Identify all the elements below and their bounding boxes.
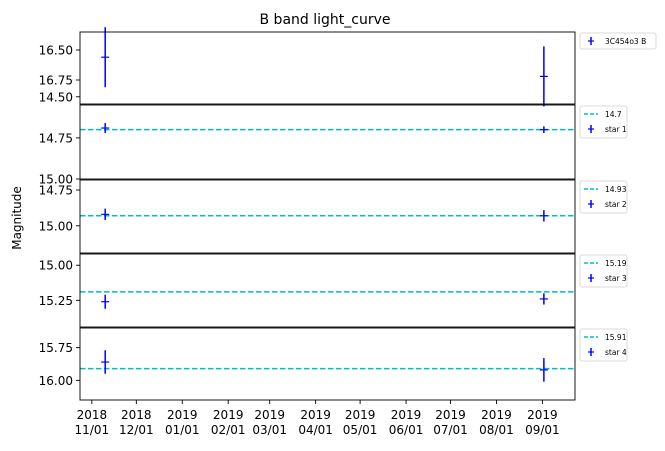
y-axis-label: Magnitude [10,186,24,250]
y-tick-label: 14.75 [39,131,73,145]
x-tick-label: 2019 09/01 [525,408,560,437]
panel-frame [79,31,576,105]
legend: 15.91 star 4 [579,328,628,362]
data-point [539,210,548,222]
x-tick-label: 2019 02/01 [211,408,246,437]
y-tick-label: 16.00 [39,374,73,388]
y-tick-label: 14.50 [39,90,73,104]
panel-1: 16.50 16.75 3C454o3 B [39,27,657,107]
panel-3: 14.75 15.00 14.93 star 2 [39,179,628,254]
y-tick-label: 16.75 [39,74,73,88]
data-point [101,208,110,221]
panel-2: 14.50 14.75 15.00 14.7 star 1 [39,90,628,187]
data-point [539,126,548,133]
legend-label-series: star 4 [605,348,627,357]
legend: 3C454o3 B [579,32,657,50]
data-point [539,358,548,382]
y-tick-label: 16.50 [39,44,73,58]
data-point [101,123,110,133]
legend: 14.93 star 2 [579,180,628,214]
legend-box [579,32,657,50]
y-tick-label: 15.25 [39,294,73,308]
data-point [101,350,110,374]
y-tick-label: 15.75 [39,341,73,355]
y-tick-label: 14.75 [39,184,73,198]
y-tick-label: 15.00 [39,259,73,273]
x-tick-label: 2019 03/01 [252,408,287,437]
panel-5: 15.75 16.00 15.91 star 4 [39,327,628,401]
panel-frame [79,179,576,254]
legend-label-reference: 15.19 [605,259,627,268]
legend-label-series: star 1 [605,125,627,134]
panel-frame [79,253,576,328]
chart-title: B band light_curve [260,12,391,28]
x-tick-label: 2019 08/01 [479,408,514,437]
data-point [101,294,110,309]
x-tick-label: 2019 01/01 [165,408,200,437]
y-tick-label: 15.00 [39,219,73,233]
data-point [539,293,548,305]
legend-label-series: star 2 [605,200,627,209]
legend-label-series: 3C454o3 B [605,37,646,46]
panel-frame [79,104,576,180]
x-tick-label: 2019 05/01 [343,408,378,437]
legend-label-reference: 15.91 [605,333,627,342]
legend: 14.7 star 1 [579,105,628,139]
panel-4: 15.00 15.25 15.19 star 3 [39,253,628,328]
data-point [101,27,110,88]
x-tick-label: 2019 07/01 [433,408,468,437]
y-tick-label: 15.00 [39,173,73,187]
legend-label-reference: 14.7 [605,110,622,119]
legend: 15.19 star 3 [579,254,628,288]
x-tick-label: 2019 04/01 [298,408,333,437]
data-point [539,46,548,107]
panel-frame [79,327,576,401]
legend-label-reference: 14.93 [605,185,627,194]
x-tick-label: 2018 12/01 [119,408,154,437]
legend-label-series: star 3 [605,274,627,283]
x-tick-label: 2018 11/01 [75,408,110,437]
x-tick-label: 2019 06/01 [389,408,424,437]
